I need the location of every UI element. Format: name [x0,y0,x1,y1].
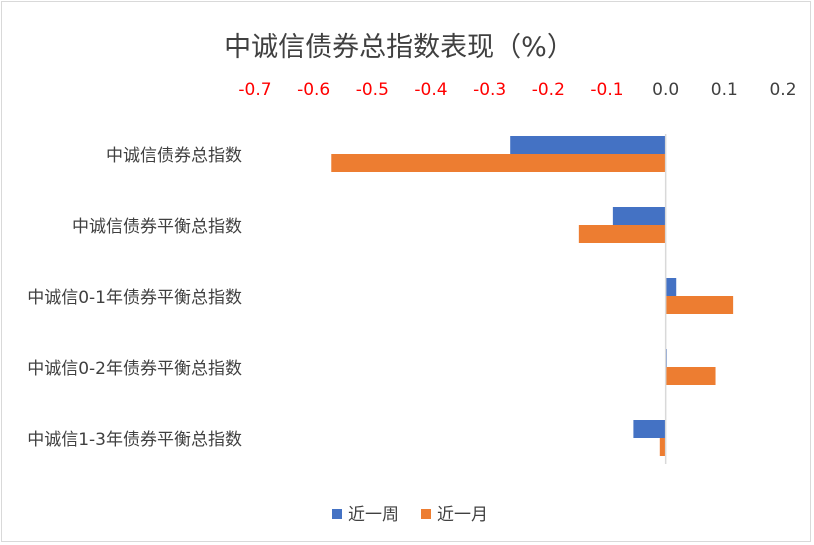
x-tick-label: -0.7 [238,80,271,100]
category-label: 中诚信0-1年债券平衡总指数 [27,288,242,308]
category-label: 中诚信债券平衡总指数 [72,217,242,237]
legend-swatch [332,509,342,519]
legend: 近一周 近一月 [332,505,488,525]
bar-month [578,225,666,243]
category-label: 中诚信债券总指数 [106,146,242,166]
x-tick-label: 0.0 [652,80,679,100]
legend-item: 近一月 [421,505,488,525]
bar-week [612,207,666,225]
bar-week [665,278,677,296]
x-tick-label: -0.5 [356,80,389,100]
x-tick-label: -0.6 [297,80,330,100]
category-labels: 中诚信债券总指数中诚信债券平衡总指数中诚信0-1年债券平衡总指数中诚信0-2年债… [27,146,242,450]
x-tick-label: 0.2 [769,80,796,100]
legend-label: 近一月 [437,505,488,525]
x-tick-label: -0.3 [473,80,506,100]
bars [331,136,734,456]
x-tick-label: -0.2 [532,80,565,100]
bar-month [659,438,666,456]
chart-title: 中诚信债券总指数表现（%） [224,32,574,63]
category-label: 中诚信1-3年债券平衡总指数 [27,430,242,450]
x-tick-label: 0.1 [711,80,738,100]
category-label: 中诚信0-2年债券平衡总指数 [27,359,242,379]
x-axis-ticks: -0.7 -0.6 -0.5 -0.4 -0.3 -0.2 -0.1 0.0 0.1 0.2 [238,80,796,100]
legend-item: 近一周 [332,505,399,525]
bar-week [633,420,666,438]
x-tick-label: -0.4 [414,80,447,100]
x-tick-label: -0.1 [590,80,623,100]
bar-month [665,296,734,314]
bar-month [665,367,716,385]
legend-label: 近一周 [348,505,399,525]
bar-month [331,154,666,172]
legend-swatch [421,509,431,519]
bar-week [510,136,666,154]
